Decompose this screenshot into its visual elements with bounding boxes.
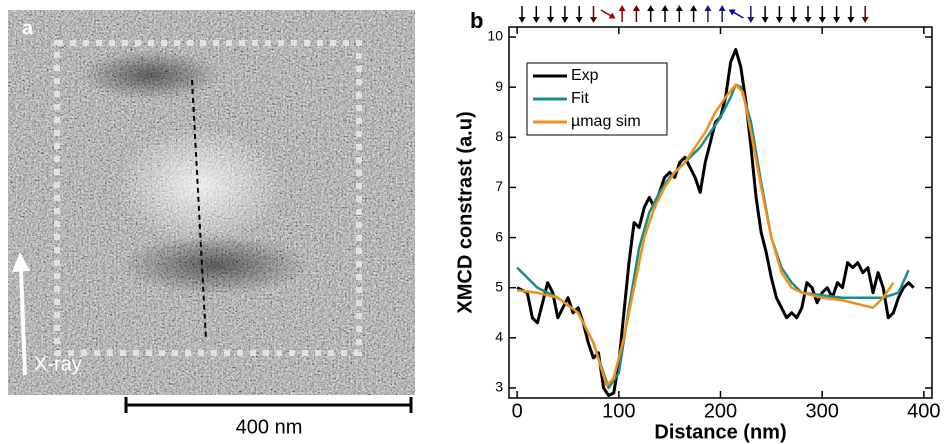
- microscope-image: [8, 10, 415, 395]
- arrow: [833, 6, 841, 23]
- arrow-head: [661, 5, 669, 11]
- y-tick-label: 4: [495, 329, 503, 345]
- arrow-head: [690, 5, 698, 11]
- arrow: [804, 6, 812, 23]
- y-axis-label: XMCD constrast (a.u): [454, 111, 476, 313]
- arrow-head: [618, 5, 626, 11]
- arrow: [761, 6, 769, 23]
- arrow: [718, 5, 726, 22]
- arrow-head: [861, 17, 869, 23]
- y-tick-label: 5: [495, 278, 503, 294]
- arrow-head: [747, 17, 755, 23]
- x-tick-label: 100: [602, 400, 635, 422]
- data-line: [516, 83, 910, 390]
- arrow: [547, 6, 555, 23]
- y-tick-label: 6: [495, 228, 503, 244]
- arrow: [728, 9, 744, 19]
- y-tick-label: 9: [495, 78, 503, 94]
- arrow-head: [728, 9, 736, 16]
- arrow-head: [675, 5, 683, 11]
- arrow-head: [632, 5, 640, 11]
- arrow: [647, 5, 655, 22]
- arrow-head: [704, 5, 712, 11]
- arrow: [790, 6, 798, 23]
- panel-label: b: [470, 8, 483, 33]
- arrow: [847, 6, 855, 23]
- arrow: [704, 5, 712, 22]
- arrow-head: [575, 17, 583, 23]
- arrow-head: [718, 5, 726, 11]
- arrow-head: [818, 17, 826, 23]
- x-tick-label: 0: [512, 400, 523, 422]
- arrow: [861, 6, 869, 23]
- y-tick-label: 3: [495, 379, 503, 395]
- arrow: [775, 6, 783, 23]
- arrow: [661, 5, 669, 22]
- x-tick-label: 400: [907, 400, 940, 422]
- arrow: [690, 5, 698, 22]
- arrow-head: [518, 17, 526, 23]
- data-line: [516, 83, 895, 387]
- y-tick-label: 7: [495, 178, 503, 194]
- plot: 0 100 200 300 400 3 4 5 6 7 8 9 10 Distance (nm) XMCD …: [454, 26, 941, 443]
- arrow-head: [532, 17, 540, 23]
- panel-label: a: [22, 17, 34, 39]
- y-tick-label: 8: [495, 128, 503, 144]
- arrow: [518, 6, 526, 23]
- arrow-head: [761, 17, 769, 23]
- y-tick-label: 10: [487, 28, 503, 44]
- arrow: [600, 9, 616, 19]
- scale-bar: [124, 397, 413, 413]
- x-tick-label: 200: [704, 400, 737, 422]
- arrow: [675, 5, 683, 22]
- arrow-head: [790, 17, 798, 23]
- x-tick-label: 300: [805, 400, 838, 422]
- arrow-head: [775, 17, 783, 23]
- x-axis-label: Distance (nm): [654, 421, 786, 443]
- arrow-head: [847, 17, 855, 23]
- arrow: [818, 6, 826, 23]
- arrow: [575, 6, 583, 23]
- scale-bar-label: 400 nm: [236, 416, 303, 438]
- arrow-head: [608, 12, 616, 19]
- arrow-head: [647, 5, 655, 11]
- legend-label: µmag sim: [571, 113, 641, 130]
- arrow-head: [547, 17, 555, 23]
- arrow-head: [804, 17, 812, 23]
- arrow: [632, 5, 640, 22]
- arrow-head: [590, 17, 597, 23]
- arrow: [590, 6, 597, 23]
- legend-label: Exp: [571, 67, 599, 84]
- arrow-label: X-ray: [34, 353, 82, 375]
- arrow: [747, 6, 755, 23]
- arrow-head: [561, 17, 569, 23]
- arrow: [532, 6, 540, 23]
- magnetization-arrows: [518, 5, 869, 23]
- arrow: [618, 5, 626, 22]
- legend-label: Fit: [571, 90, 589, 107]
- arrow: [561, 6, 569, 23]
- arrow-head: [833, 17, 841, 23]
